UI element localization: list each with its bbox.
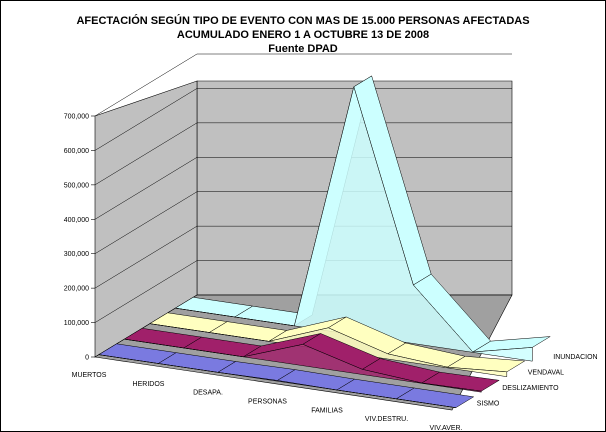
x-tick-label: DESAPA. — [193, 390, 223, 397]
series-deslizamiento — [123, 328, 500, 393]
series-labels: INUNDACION VENDAVAL DESLIZAMIENTO SISMO — [477, 354, 598, 408]
series-inundacion — [174, 75, 551, 362]
series-label: VENDAVAL — [528, 369, 564, 376]
x-tick-label: HERIDOS — [133, 381, 165, 388]
series-face — [124, 338, 482, 393]
y-tick-label: 600,000 — [64, 148, 89, 155]
gridline — [94, 191, 512, 254]
y-tick-label: 300,000 — [64, 251, 89, 258]
x-tick-label: MUERTOS — [72, 372, 107, 379]
x-tick-label: FAMILIAS — [311, 407, 343, 414]
series-label: DESLIZAMIENTO — [502, 385, 559, 392]
chart-title-line-1: AFECTACIÓN SEGÚN TIPO DE EVENTO CON MAS … — [76, 14, 529, 27]
series-face — [98, 354, 456, 408]
y-tick-label: 700,000 — [64, 114, 89, 121]
series-ribbons — [98, 75, 551, 408]
chart-title-line-2: ACUMULADO ENERO 1 A OCTUBRE 13 DE 2008 — [177, 29, 429, 41]
gridline — [94, 53, 512, 117]
x-tick-label: PERSONAS — [248, 399, 287, 406]
y-axis: 0 100,000 200,000 300,000 400,000 500,000 600,… — [64, 114, 95, 362]
gridline — [94, 122, 512, 186]
gridline — [94, 157, 512, 220]
series-face — [175, 85, 533, 362]
x-tick-label: VIV.DESTRU. — [365, 416, 408, 423]
series-label: SISMO — [477, 400, 500, 407]
y-tick-label: 400,000 — [64, 217, 89, 224]
y-tick-label: 0 — [85, 355, 89, 362]
series-sismo — [98, 343, 475, 408]
y-tick-label: 500,000 — [64, 182, 89, 189]
series-label: INUNDACION — [553, 354, 597, 361]
x-axis-labels: MUERTOS HERIDOS DESAPA. PERSONAS FAMILIAS VIV… — [72, 372, 463, 432]
x-tick-label: VIV.AVER. — [429, 425, 462, 432]
y-tick-label: 200,000 — [64, 286, 89, 293]
chart-title-line-3: Fuente DPAD — [268, 43, 338, 55]
gridline — [94, 88, 512, 151]
y-tick-label: 100,000 — [64, 320, 89, 327]
